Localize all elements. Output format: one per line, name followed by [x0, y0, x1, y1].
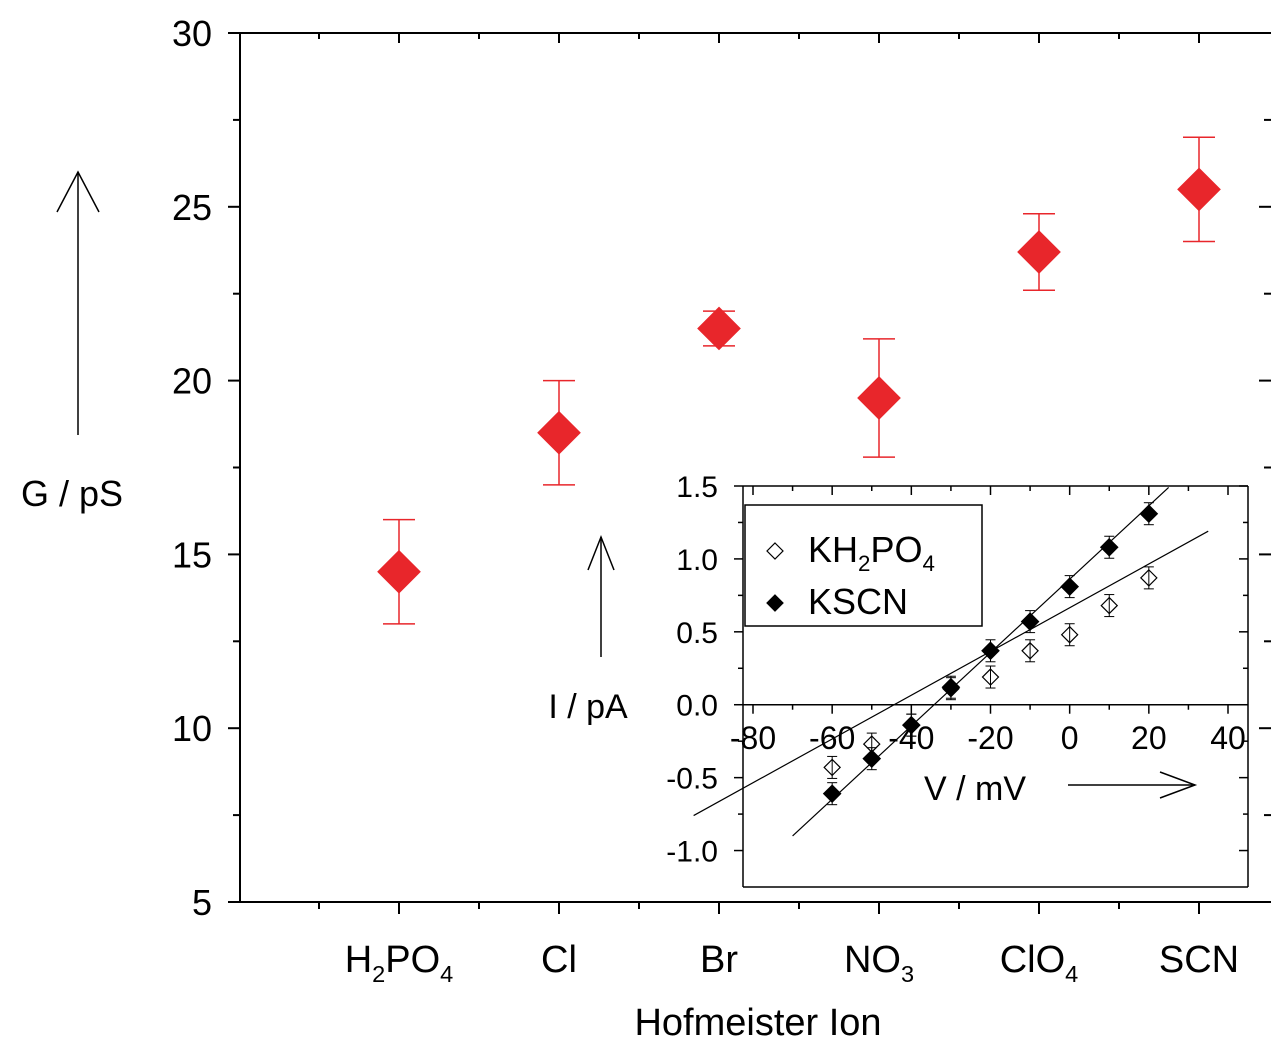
data-point-filled: [1060, 577, 1080, 596]
inset-y-axis-title: I / pA: [548, 688, 628, 726]
inset-y-tick-label: 0.5: [676, 617, 718, 650]
data-point-filled: [862, 749, 882, 769]
data-point-filled: [1020, 612, 1040, 631]
y-tick-label: 20: [172, 361, 212, 402]
x-tick-label: SCN: [1159, 939, 1239, 981]
data-point-open: [1021, 641, 1039, 660]
y-axis-arrowhead: [56, 170, 100, 213]
inset-y-tick-label: 0.0: [676, 690, 718, 723]
x-tick-label: ClO4: [1000, 939, 1079, 987]
fit-line: [693, 530, 1209, 817]
legend-marker: [766, 594, 784, 612]
data-point-open: [1139, 569, 1158, 587]
y-tick-label: 15: [172, 534, 212, 575]
x-tick-label: H2PO4: [345, 939, 454, 987]
inset-x-axis-arrowhead: [1159, 771, 1198, 799]
data-point-open: [1100, 596, 1119, 615]
data-point-open: [981, 668, 1000, 686]
inset-x-axis-title: V / mV: [924, 770, 1026, 808]
data-point-filled: [1099, 537, 1119, 557]
legend-label: KH2PO4: [808, 529, 935, 576]
inset-y-axis-arrowhead: [587, 534, 615, 571]
data-point: [1177, 167, 1221, 212]
data-point: [537, 410, 581, 455]
inset-y-tick-label: -1.0: [666, 836, 718, 869]
inset-plot: -1.0-0.50.00.51.01.5-80 -60 -40 -20 0 20 40V /…: [548, 471, 1249, 888]
x-tick-label: NO3: [844, 939, 914, 987]
legend-marker: [766, 542, 784, 560]
inset-x-tick-label: -80: [730, 720, 776, 756]
data-point-filled: [822, 784, 842, 804]
data-point: [1017, 230, 1061, 274]
x-tick-label: Br: [700, 939, 738, 981]
data-point-filled: [981, 641, 1000, 661]
inset-y-tick-label: 1.5: [676, 471, 718, 504]
data-point-filled: [941, 677, 961, 697]
inset-y-tick-label: -0.5: [666, 763, 718, 796]
y-tick-label: 25: [172, 187, 212, 228]
y-tick-label: 30: [172, 13, 212, 54]
inset-x-tick-label: -20: [967, 720, 1013, 756]
legend-label: KSCN: [808, 581, 908, 622]
data-point: [857, 376, 901, 420]
data-point-open: [1060, 625, 1079, 644]
x-axis-title: Hofmeister Ion: [634, 1002, 881, 1041]
x-tick-label: Cl: [541, 939, 577, 981]
data-point-open: [823, 758, 842, 777]
legend-box: [744, 504, 983, 627]
data-point: [377, 549, 421, 594]
inset-x-tick-label: -60: [809, 720, 855, 756]
data-point-filled: [901, 715, 921, 735]
main-plot: 5 10 15 20 25 30 H2PO4 Cl Br NO3 ClO4 SCN Hofmeister…: [21, 13, 1271, 1041]
inset-x-tick-label: 20: [1131, 720, 1167, 756]
y-tick-label: 10: [172, 708, 212, 749]
y-tick-label: 5: [192, 882, 212, 923]
data-point-filled: [1139, 504, 1159, 524]
y-axis-title: G / pS: [21, 473, 123, 514]
inset-x-tick-label: 40: [1210, 720, 1246, 756]
inset-x-tick-label: 0: [1061, 720, 1079, 756]
data-point: [697, 306, 741, 351]
inset-y-tick-label: 1.0: [676, 544, 718, 577]
